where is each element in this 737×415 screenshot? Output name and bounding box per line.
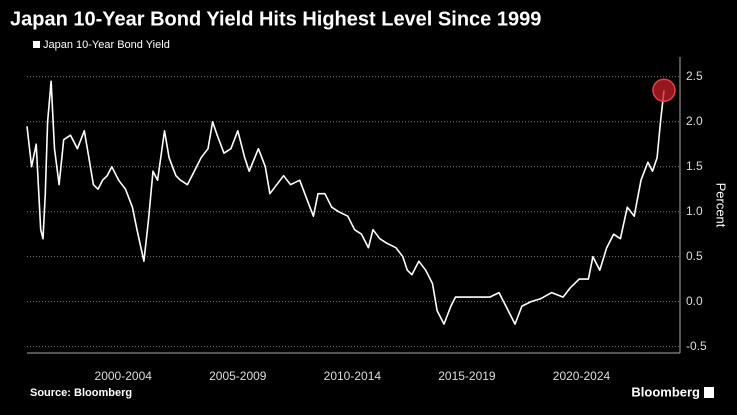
chart-title: Japan 10-Year Bond Yield Hits Highest Le… bbox=[10, 8, 541, 30]
y-tick-label: 2.5 bbox=[686, 69, 703, 83]
y-tick-label: 0.0 bbox=[686, 294, 703, 308]
source: Source: Bloomberg bbox=[30, 387, 132, 399]
brand: Bloomberg bbox=[631, 384, 700, 399]
x-tick-label: 2010-2014 bbox=[324, 369, 382, 383]
highlight-circle bbox=[652, 78, 676, 103]
y-tick-label: 0.5 bbox=[686, 249, 703, 263]
y-tick-label: 1.5 bbox=[686, 159, 703, 173]
y-tick-label: 2.0 bbox=[686, 114, 703, 128]
y-axis-label: Percent bbox=[714, 183, 729, 228]
x-tick-label: 2020-2024 bbox=[553, 369, 611, 383]
brand-icon bbox=[704, 387, 714, 398]
x-tick-label: 2015-2019 bbox=[438, 369, 496, 383]
x-tick-label: 2005-2009 bbox=[209, 369, 267, 383]
x-tick-label: 2000-2004 bbox=[95, 369, 153, 383]
y-tick-label: -0.5 bbox=[686, 339, 707, 353]
legend-label: Japan 10-Year Bond Yield bbox=[43, 39, 170, 51]
y-tick-label: 1.0 bbox=[686, 204, 703, 218]
line-series bbox=[26, 80, 665, 325]
legend-swatch bbox=[33, 41, 40, 48]
